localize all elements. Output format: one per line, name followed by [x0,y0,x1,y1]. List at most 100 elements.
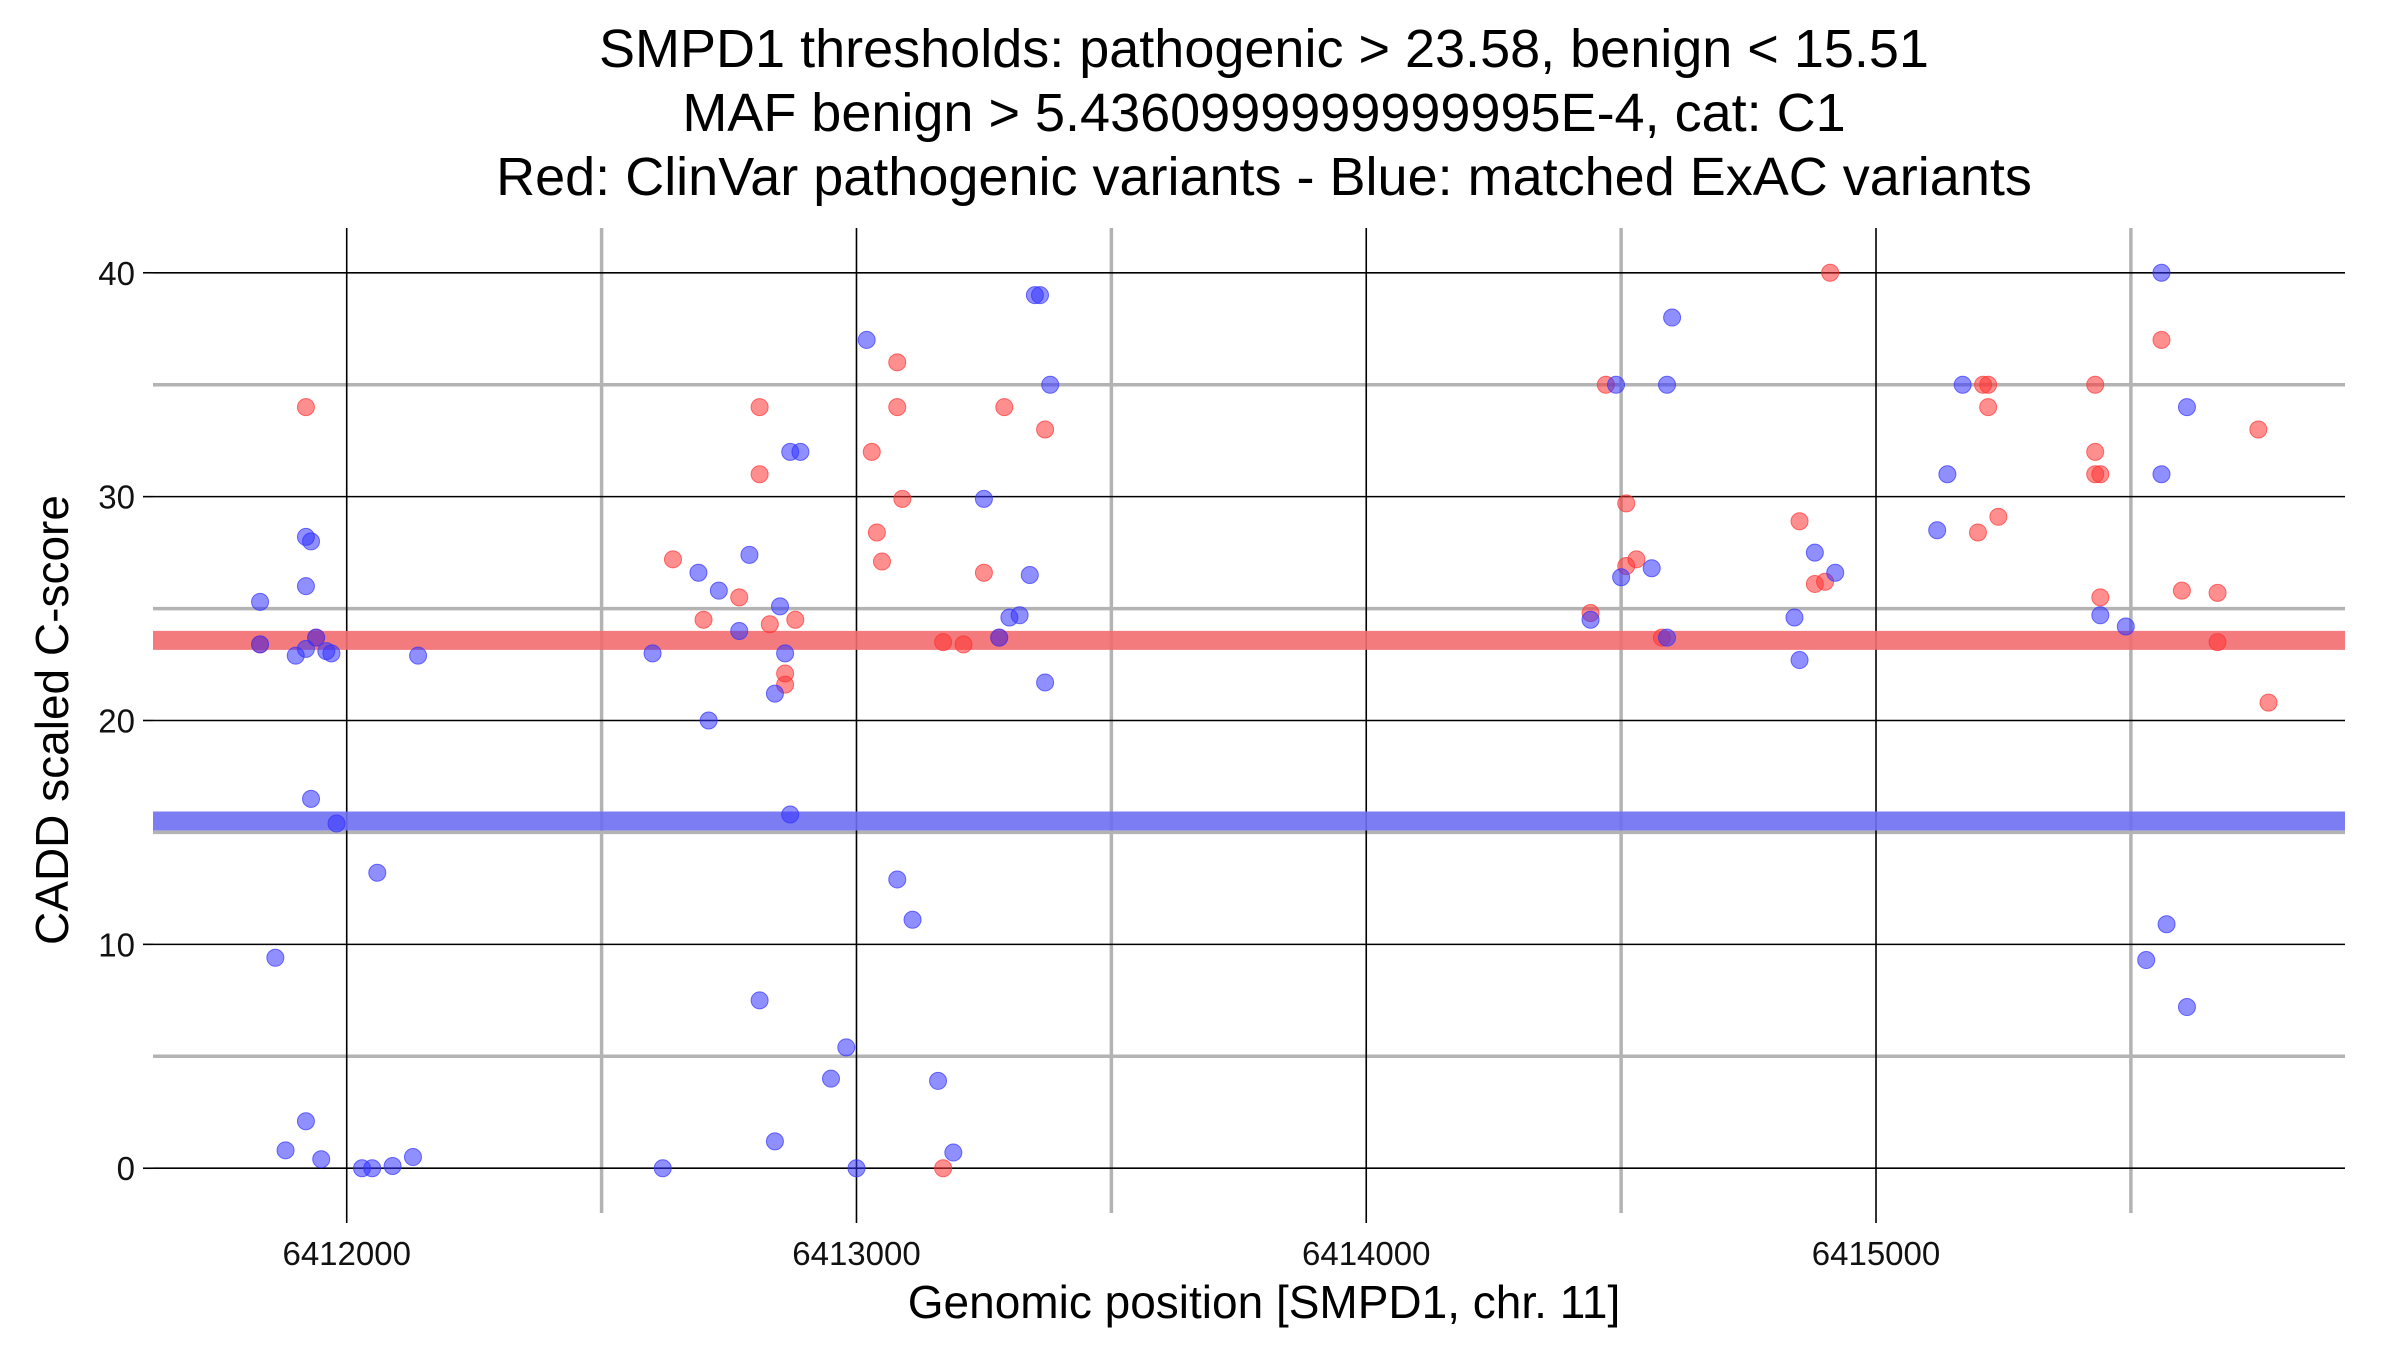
y-tick-label: 40 [98,255,135,292]
data-point [1968,523,1987,542]
data-point [1036,673,1055,692]
data-point [327,814,346,833]
data-point [2172,581,2191,600]
data-point [2208,583,2227,602]
data-point [1036,420,1055,439]
data-point [781,805,800,824]
data-point [1953,375,1972,394]
data-point [251,592,270,611]
data-point [2137,951,2156,970]
data-point [312,1150,331,1169]
data-point [1821,263,1840,282]
data-point [1627,550,1646,569]
data-point [1826,563,1845,582]
data-point [872,552,891,571]
data-point [689,563,708,582]
data-point [730,588,749,607]
data-point [2091,465,2110,484]
y-axis-label: CADD scaled C-score [26,495,78,945]
x-tick-label: 6412000 [282,1235,410,1272]
data-point [2091,588,2110,607]
data-point [2086,375,2105,394]
y-tick-label: 20 [98,703,135,740]
chart-title-line-3: Red: ClinVar pathogenic variants - Blue:… [496,147,2032,207]
data-point [1790,651,1809,670]
data-point [771,597,790,616]
data-point [1989,507,2008,526]
data-point [903,910,922,929]
data-point [760,615,779,634]
data-point [2116,617,2135,636]
data-point [1658,375,1677,394]
data-point [1658,628,1677,647]
data-point [974,489,993,508]
data-point [740,545,759,564]
data-point [2152,263,2171,282]
data-point [368,863,387,882]
data-point [750,991,769,1010]
data-point [363,1159,382,1178]
data-point [383,1156,402,1175]
data-point [867,523,886,542]
data-point [276,1141,295,1160]
data-point [2177,998,2196,1017]
data-point [1020,565,1039,584]
chart-title-line-2: MAF benign > 5.4360999999999995E-4, cat:… [682,83,1845,143]
x-tick-label: 6415000 [1812,1235,1940,1272]
data-point [643,644,662,663]
x-tick-label: 6414000 [1302,1235,1430,1272]
data-point [1938,465,1957,484]
data-point [765,1132,784,1151]
data-point [934,1159,953,1178]
data-point [403,1148,422,1167]
y-tick-label: 10 [98,926,135,963]
data-point [847,1159,866,1178]
data-point [750,398,769,417]
data-point [663,550,682,569]
data-point [974,563,993,582]
data-point [1030,286,1049,305]
data-point [302,789,321,808]
data-point [1041,375,1060,394]
axis-ticks: 0 10 20 30 40 6412000 6413000 6414000 6415000 [98,255,1940,1272]
data-point [2208,633,2227,652]
data-point [302,532,321,551]
data-point [2157,915,2176,934]
data-point [837,1038,856,1057]
data-point [776,644,795,663]
data-point [791,442,810,461]
data-point [1617,494,1636,513]
data-point [296,1112,315,1131]
data-point [2177,398,2196,417]
data-point [2091,606,2110,625]
data-point [266,948,285,967]
x-tick-label: 6413000 [792,1235,920,1272]
data-point [2086,442,2105,461]
data-point [296,577,315,596]
data-point [1785,608,1804,627]
data-point [1607,375,1626,394]
data-point [1805,543,1824,562]
data-point [307,628,326,647]
data-point [990,628,1009,647]
data-points [251,263,2278,1178]
data-point [322,644,341,663]
data-point [888,353,907,372]
data-point [251,635,270,654]
data-point [1979,375,1998,394]
chart-title-line-1: SMPD1 thresholds: pathogenic > 23.58, be… [599,19,1929,79]
data-point [1790,512,1809,531]
data-point [857,330,876,349]
data-point [2249,420,2268,439]
data-point [709,581,728,600]
data-point [2152,465,2171,484]
data-point [888,870,907,889]
data-point [862,442,881,461]
data-point [893,489,912,508]
data-point [1010,606,1029,625]
grid [153,228,2345,1213]
data-point [995,398,1014,417]
data-point [954,635,973,654]
data-point [1581,610,1600,629]
data-point [1642,559,1661,578]
